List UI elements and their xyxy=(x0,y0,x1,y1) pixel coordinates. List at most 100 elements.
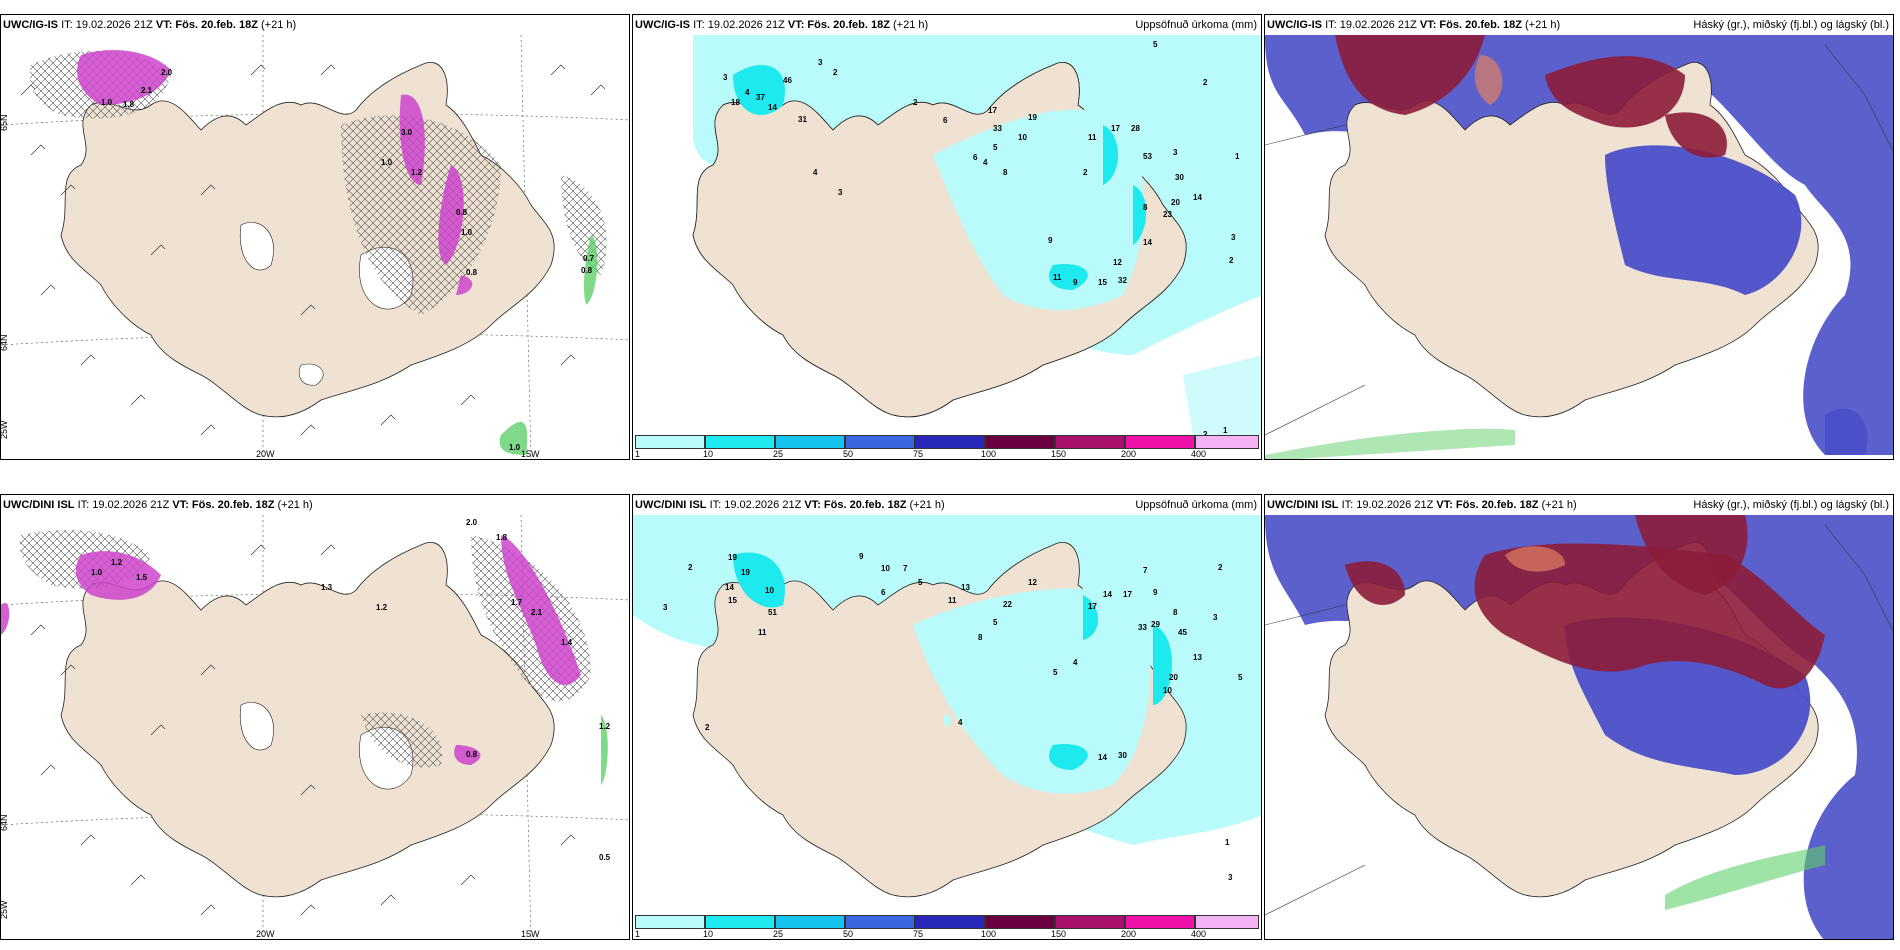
precip-label: 5 xyxy=(1238,673,1243,682)
precip-label: 6 xyxy=(973,153,978,162)
panel-header: UWC/DINI ISL IT: 19.02.2026 21Z VT: Fös.… xyxy=(1265,495,1893,515)
legend-tick: 25 xyxy=(773,929,784,939)
legend-tick: 150 xyxy=(1051,449,1067,459)
precip-label: 6 xyxy=(943,116,948,125)
legend-tick: 75 xyxy=(913,929,924,939)
precip-label: 23 xyxy=(1163,210,1172,219)
legend-tick: 150 xyxy=(1051,929,1067,939)
precip-label: 8 xyxy=(978,633,983,642)
precip-label: 17 xyxy=(988,106,997,115)
snow-label: 0.8 xyxy=(466,750,478,759)
panel-title: Háský (gr.), miðský (fj.bl.) og lágský (… xyxy=(1693,499,1889,511)
legend-swatch xyxy=(1195,435,1259,449)
precip-label: 18 xyxy=(731,98,740,107)
snow-label: 1.2 xyxy=(411,168,423,177)
precip-label: 19 xyxy=(741,568,750,577)
legend-swatch xyxy=(1125,915,1195,929)
precip-label: 32 xyxy=(1118,276,1127,285)
snow-label: 1.8 xyxy=(496,533,508,542)
precip-label: 3 xyxy=(1213,613,1218,622)
precip-label: 20 xyxy=(1169,673,1178,682)
precip-label: 2 xyxy=(1203,430,1208,439)
legend-tick: 50 xyxy=(843,449,854,459)
precip-label: 5 xyxy=(993,143,998,152)
precip-label: 3 xyxy=(723,73,728,82)
snow-label: 0.8 xyxy=(466,268,478,277)
precip-label: 9 xyxy=(1048,236,1053,245)
precip-label: 20 xyxy=(1171,198,1180,207)
init-time: IT: 19.02.2026 21Z xyxy=(61,19,153,31)
precip-label: 15 xyxy=(728,596,737,605)
legend-swatch xyxy=(845,915,915,929)
precip-label: 14 xyxy=(1193,193,1202,202)
precip-label: 10 xyxy=(1018,133,1027,142)
map-area xyxy=(1265,515,1893,939)
precip-label: 2 xyxy=(688,563,693,572)
precip-label: 2 xyxy=(913,98,918,107)
panel-header: UWC/DINI ISL IT: 19.02.2026 21Z VT: Fös.… xyxy=(633,495,1261,515)
cloud-panel-bottom: UWC/DINI ISL IT: 19.02.2026 21Z VT: Fös.… xyxy=(1264,494,1894,940)
snow-label: 2.1 xyxy=(531,608,543,617)
precip-label: 9 xyxy=(1153,588,1158,597)
precip-label: 9 xyxy=(1073,278,1078,287)
legend-swatch xyxy=(775,435,845,449)
precip-panel-top: UWC/IG-IS IT: 19.02.2026 21Z VT: Fös. 20… xyxy=(632,14,1262,460)
snow-label: 0.5 xyxy=(599,853,611,862)
snow-label: 2.0 xyxy=(161,68,173,77)
precip-label: 14 xyxy=(1103,590,1112,599)
snow-label: 2.1 xyxy=(141,86,153,95)
precip-label: 22 xyxy=(1003,600,1012,609)
wind-snow-panel-top: UWC/IG-IS IT: 19.02.2026 21Z VT: Fös. 20… xyxy=(0,14,630,460)
snow-label: 1.2 xyxy=(111,558,123,567)
precip-label: 45 xyxy=(1178,628,1187,637)
precip-label: 31 xyxy=(798,115,807,124)
precip-legend: 1 10 25 50 75 100 150 200 400 xyxy=(635,435,1259,459)
precip-label: 30 xyxy=(1175,173,1184,182)
precip-label: 11 xyxy=(948,596,957,605)
legend-tick: 200 xyxy=(1121,449,1137,459)
model-name: UWC/DINI ISL xyxy=(3,499,75,511)
map-area xyxy=(1265,35,1893,459)
snow-label: 1.0 xyxy=(381,158,393,167)
init-time: IT: 19.02.2026 21Z xyxy=(693,19,785,31)
panel-title: Uppsöfnuð úrkoma (mm) xyxy=(1135,19,1257,31)
model-name: UWC/IG-IS xyxy=(635,19,690,31)
precip-label: 7 xyxy=(1143,566,1148,575)
precip-label: 2 xyxy=(1229,256,1234,265)
axis-lon-label: 15W xyxy=(521,929,540,939)
precip-label: 4 xyxy=(958,718,963,727)
snow-label: 1.0 xyxy=(101,98,113,107)
init-time: IT: 19.02.2026 21Z xyxy=(709,499,802,511)
snow-label: 1.8 xyxy=(123,100,135,109)
precip-label: 2 xyxy=(705,723,710,732)
legend-tick: 100 xyxy=(981,929,997,939)
init-time: IT: 19.02.2026 21Z xyxy=(1325,19,1417,31)
legend-swatch xyxy=(845,435,915,449)
lead-time: (+21 h) xyxy=(261,19,297,31)
precip-label: 15 xyxy=(1098,278,1107,287)
precip-label: 5 xyxy=(993,618,998,627)
lead-time: (+21 h) xyxy=(909,499,945,511)
axis-lon-label: 15W xyxy=(521,449,540,459)
snow-label: 3.0 xyxy=(401,128,413,137)
legend-tick: 25 xyxy=(773,449,784,459)
lead-time: (+21 h) xyxy=(277,499,313,511)
precip-label: 3 xyxy=(663,603,668,612)
axis-lat-label: 64N xyxy=(1,334,9,351)
precip-label: 8 xyxy=(1173,608,1178,617)
precip-label: 3 xyxy=(1173,148,1178,157)
precip-label: 9 xyxy=(859,552,864,561)
legend-swatch xyxy=(635,915,705,929)
legend-tick: 100 xyxy=(981,449,997,459)
lead-time: (+21 h) xyxy=(1525,19,1561,31)
precip-label: 7 xyxy=(903,564,908,573)
precip-label: 53 xyxy=(1143,152,1152,161)
precip-label: 12 xyxy=(1113,258,1122,267)
precip-label: 5 xyxy=(918,578,923,587)
model-name: UWC/IG-IS xyxy=(3,19,58,31)
precip-label: 1 xyxy=(1225,838,1230,847)
legend-tick: 75 xyxy=(913,449,924,459)
precip-label: 10 xyxy=(1163,686,1172,695)
legend-swatch xyxy=(985,915,1055,929)
precip-label: 46 xyxy=(783,76,792,85)
